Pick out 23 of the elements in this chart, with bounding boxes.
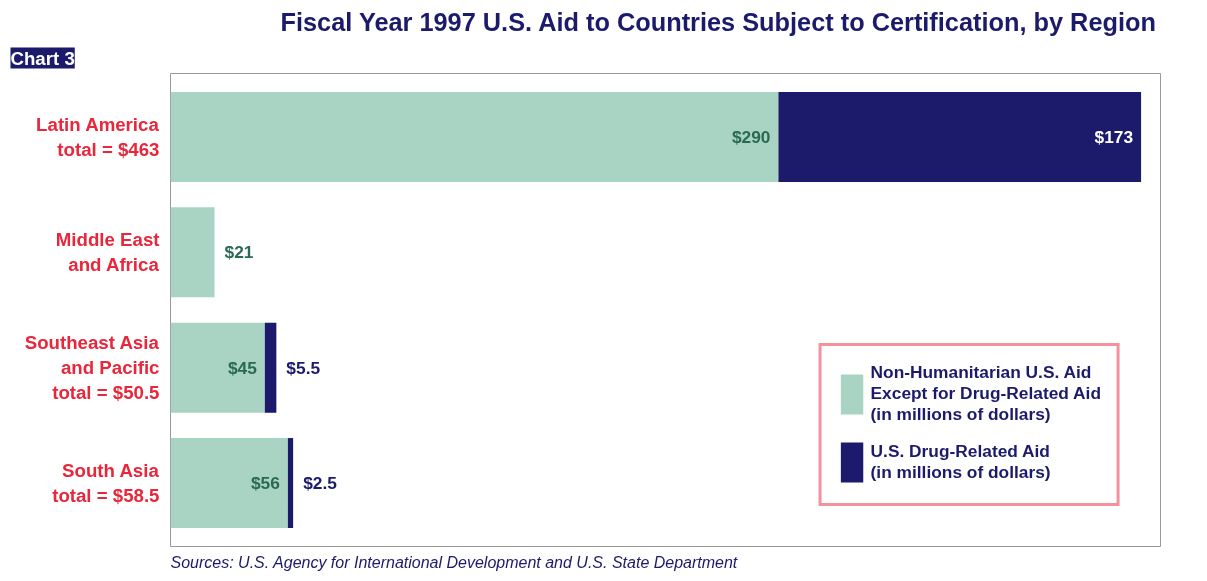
- legend-label: U.S. Drug-Related Aid (in millions of dollars): [870, 441, 1051, 483]
- caption: Chart 3: [10, 47, 75, 69]
- data-label: $173: [1094, 126, 1134, 147]
- y-tick-label: Latin America total = $463: [36, 113, 160, 161]
- data-label: $5.5: [286, 357, 321, 378]
- bar: [170, 91, 779, 182]
- data-label: $56: [250, 473, 281, 494]
- bar: [287, 438, 294, 529]
- y-tick-label: South Asia total = $58.5: [52, 459, 160, 507]
- bar: [170, 207, 215, 298]
- data-label: $290: [731, 126, 771, 147]
- bar: [778, 91, 1142, 182]
- data-label: $45: [227, 357, 258, 378]
- data-label: $21: [224, 242, 254, 263]
- bar: [170, 438, 288, 529]
- y-tick-label: Southeast Asia and Pacific total = $50.5: [24, 331, 160, 404]
- chart-title: Fiscal Year 1997 U.S. Aid to Countries Subject to Certification, by Region: [280, 7, 1156, 36]
- data-label: $2.5: [303, 473, 338, 494]
- source-note: Sources: U.S. Agency for International Development and U.S. State Department: [170, 553, 738, 571]
- bar: [170, 322, 265, 413]
- legend-label: Non-Humanitarian U.S. Aid Except for Drug-Related Aid (in millions of dollars): [870, 362, 1101, 425]
- y-tick-label: Middle East and Africa: [55, 229, 160, 276]
- bar: [264, 322, 277, 413]
